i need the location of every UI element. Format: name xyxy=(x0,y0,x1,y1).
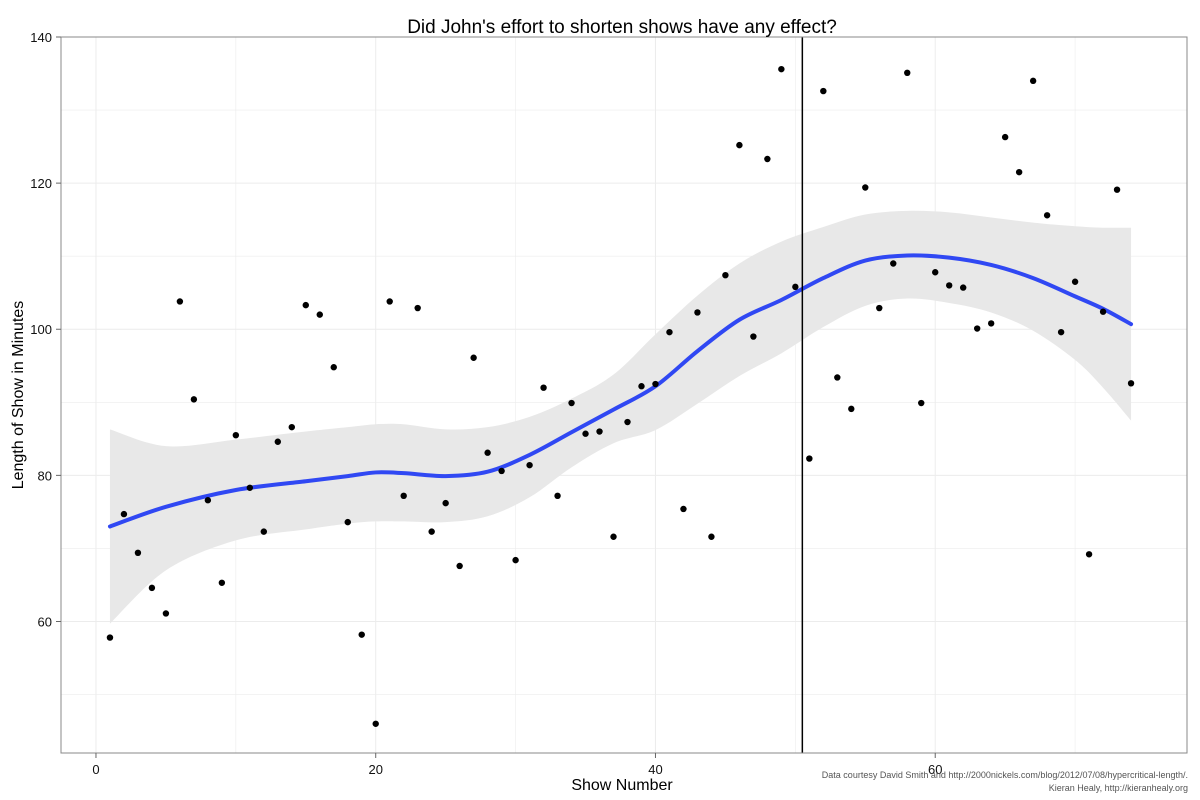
data-point xyxy=(708,533,715,540)
data-point xyxy=(568,399,575,407)
data-point xyxy=(148,584,156,592)
confidence-band-layer xyxy=(109,210,1132,624)
data-point xyxy=(1071,278,1079,285)
axis-ticks: 0 20 40 60 60 80 100 120 140 xyxy=(30,30,942,777)
data-point xyxy=(624,418,631,426)
data-point xyxy=(1015,168,1023,176)
data-point xyxy=(372,720,379,727)
data-point xyxy=(638,383,645,390)
data-point xyxy=(456,562,463,570)
data-point xyxy=(1085,551,1093,558)
data-point xyxy=(694,309,701,316)
y-axis-title: Length of Show in Minutes xyxy=(10,301,27,490)
data-point xyxy=(484,449,491,456)
data-point xyxy=(232,431,240,439)
data-point xyxy=(442,499,449,507)
data-point xyxy=(596,428,603,435)
x-axis-title: Show Number xyxy=(571,777,673,794)
data-point xyxy=(862,184,869,191)
x-tick-label: 40 xyxy=(648,762,662,777)
data-point xyxy=(288,423,295,431)
data-point xyxy=(848,405,855,413)
data-point xyxy=(652,380,659,388)
data-point xyxy=(806,455,813,462)
data-point xyxy=(792,283,799,291)
data-point xyxy=(666,328,673,336)
x-tick-label: 20 xyxy=(368,762,382,777)
data-point xyxy=(764,155,771,163)
data-point xyxy=(736,141,743,149)
data-point xyxy=(973,325,981,332)
credit-line-2: Kieran Healy, http://kieranhealy.org xyxy=(1049,783,1188,793)
y-tick-label: 140 xyxy=(30,30,52,45)
data-point xyxy=(1029,77,1037,85)
y-tick-label: 120 xyxy=(30,176,52,191)
data-point xyxy=(386,298,393,305)
data-point xyxy=(554,492,561,500)
data-point xyxy=(987,320,995,327)
data-point xyxy=(1113,186,1121,193)
data-point xyxy=(512,556,519,564)
data-point xyxy=(778,65,785,73)
data-points xyxy=(106,65,1135,727)
x-tick-label: 0 xyxy=(92,762,99,777)
plot-panel-border xyxy=(60,36,1188,754)
data-point xyxy=(400,492,407,500)
data-point xyxy=(1057,328,1065,336)
y-tick-label: 100 xyxy=(30,322,52,337)
data-point xyxy=(890,260,897,267)
chart-title: Did John's effort to shorten shows have … xyxy=(407,17,837,38)
y-tick-label: 60 xyxy=(38,614,52,629)
data-point xyxy=(260,528,268,535)
data-point xyxy=(680,505,687,513)
data-point xyxy=(904,69,911,77)
data-point xyxy=(190,396,198,403)
data-point xyxy=(176,298,184,305)
data-point xyxy=(358,631,365,638)
data-point xyxy=(834,374,841,381)
data-point xyxy=(218,579,226,586)
data-point xyxy=(540,384,547,391)
data-point xyxy=(414,304,421,312)
data-point xyxy=(722,271,729,279)
data-point xyxy=(162,610,170,617)
data-point xyxy=(1127,380,1135,387)
data-point xyxy=(1043,212,1051,219)
data-point xyxy=(316,311,323,318)
data-point xyxy=(1099,308,1107,315)
data-point xyxy=(526,461,533,469)
confidence-band xyxy=(109,210,1132,624)
data-point xyxy=(330,364,337,371)
data-point xyxy=(876,304,883,312)
data-point xyxy=(470,354,477,361)
data-point xyxy=(428,528,435,535)
data-point xyxy=(610,533,617,540)
data-point xyxy=(946,282,953,289)
data-point xyxy=(1001,133,1009,141)
data-point xyxy=(106,634,114,641)
data-point xyxy=(932,269,939,276)
data-point xyxy=(344,518,351,526)
y-tick-label: 80 xyxy=(38,468,52,483)
data-point xyxy=(274,438,282,445)
data-point xyxy=(582,430,589,437)
credit-line-1: Data courtesy David Smith and http://200… xyxy=(822,770,1188,780)
data-point xyxy=(246,484,254,491)
data-point xyxy=(918,399,925,407)
data-point xyxy=(750,333,757,340)
data-point xyxy=(134,549,142,557)
data-point xyxy=(204,497,212,504)
data-point xyxy=(498,467,505,475)
data-point xyxy=(820,87,827,95)
x-tick-label: 60 xyxy=(928,762,942,777)
data-point xyxy=(959,284,967,291)
data-point xyxy=(120,510,128,518)
data-point xyxy=(302,301,309,309)
